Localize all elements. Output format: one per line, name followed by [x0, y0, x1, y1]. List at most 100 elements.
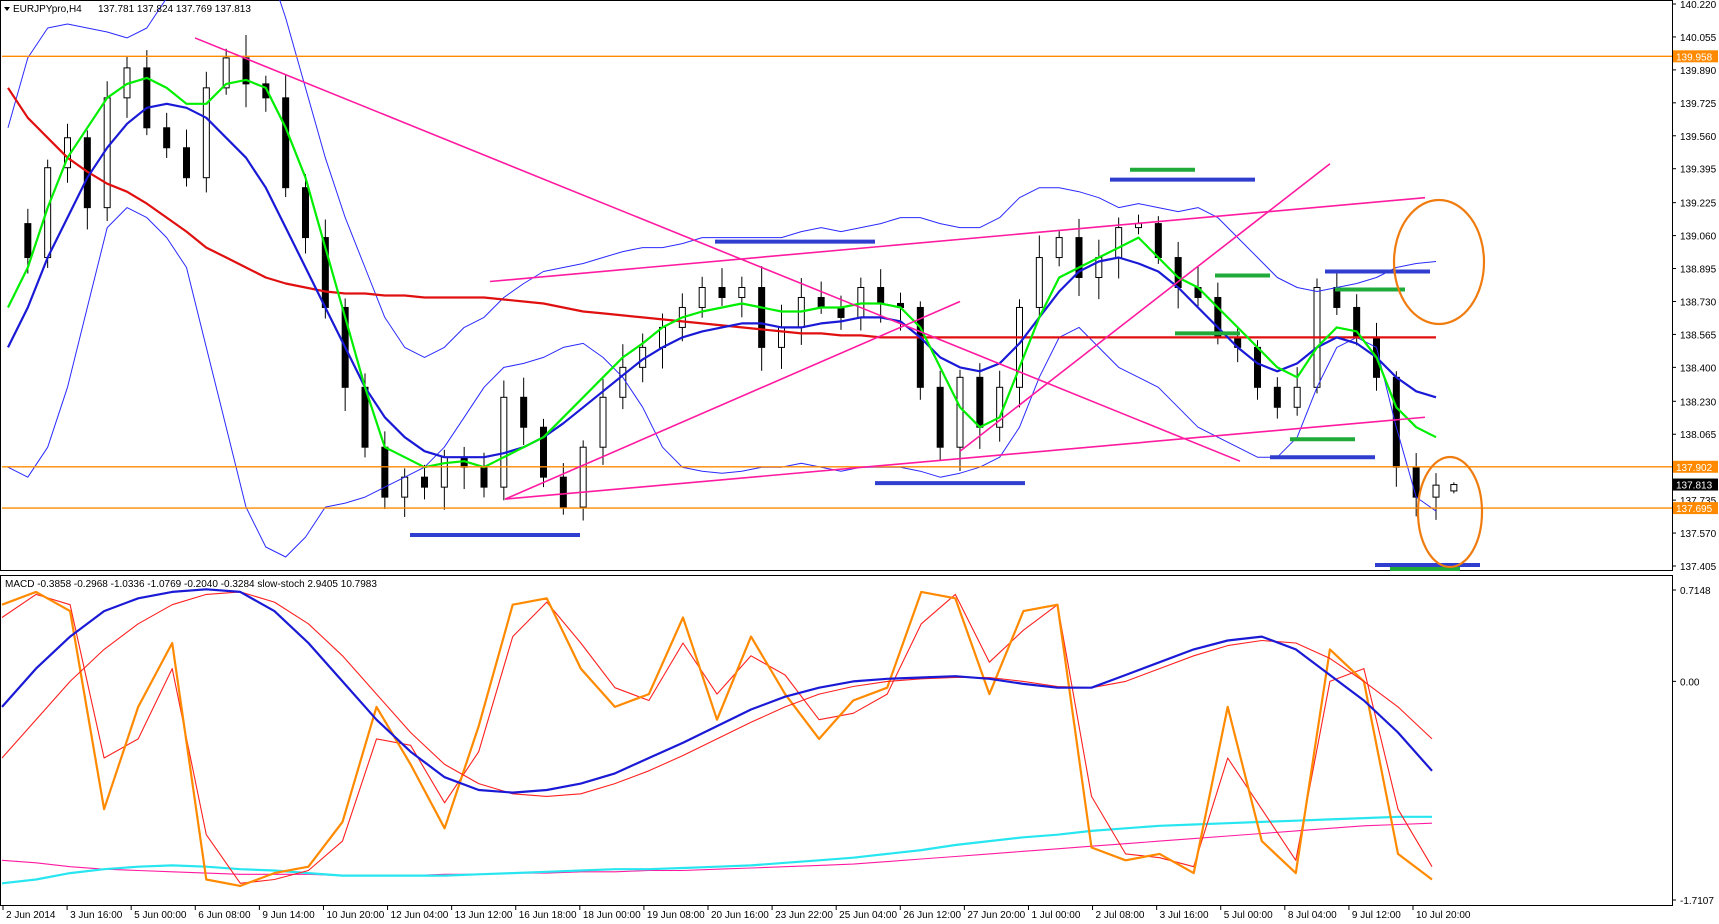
time-tick-label: 10 Jun 20:00	[326, 910, 384, 921]
indicator-panel-frame	[0, 575, 1673, 906]
price-tick-label: 140.055	[1680, 33, 1717, 44]
level-tag	[1673, 502, 1718, 515]
price-tick-label: 140.220	[1680, 0, 1717, 11]
candle-body	[1412, 466, 1420, 498]
time-tick-label: 19 Jun 08:00	[647, 910, 705, 921]
indicator-series-line	[1, 588, 1433, 794]
candle-body	[183, 147, 190, 179]
time-tick-label: 5 Jun 00:00	[134, 910, 187, 921]
indicator-header: MACD -0.3858 -0.2968 -1.0336 -1.0769 -0.…	[5, 579, 377, 590]
time-tick-label: 13 Jun 12:00	[455, 910, 513, 921]
candle-body	[480, 466, 488, 488]
candle-body	[758, 286, 766, 348]
price-tick-label: 139.060	[1680, 232, 1717, 243]
candle-body	[559, 476, 567, 508]
candle-body	[401, 476, 409, 498]
time-tick-label: 23 Jun 22:00	[775, 910, 833, 921]
time-tick-label: 2 Jul 08:00	[1096, 910, 1145, 921]
candle-body	[302, 187, 309, 239]
candle-body	[1254, 346, 1261, 388]
candle-body	[619, 366, 627, 398]
candle-body	[222, 57, 230, 89]
highlight-circle	[1416, 455, 1484, 569]
price-tick-label: 139.225	[1680, 199, 1717, 210]
ema-slow-line	[7, 87, 1436, 339]
trendline-down	[194, 37, 1241, 462]
level-tag	[1673, 460, 1718, 473]
time-tick-label: 9 Jun 14:00	[262, 910, 315, 921]
candle-body	[1035, 257, 1043, 308]
candle-body	[936, 386, 944, 448]
bollinger-upper-line	[7, 0, 1437, 358]
ema-fast-line	[7, 76, 1437, 469]
candle-body	[163, 127, 171, 149]
candle-body	[24, 223, 32, 259]
candle-body	[1273, 386, 1281, 408]
price-axis: 140.220 140.055 139.890 139.725 139.560 139.3…	[1672, 0, 1718, 573]
time-tick-label: 5 Jul 00:00	[1224, 910, 1273, 921]
price-tick-label: 137.570	[1680, 529, 1717, 540]
price-series-layer	[2, 0, 1672, 571]
candle-body	[1075, 237, 1083, 279]
candle-body	[698, 286, 706, 308]
candle-body	[579, 446, 587, 508]
level-tag	[1673, 50, 1718, 63]
candle-body	[599, 396, 607, 448]
candle-body	[282, 97, 290, 189]
time-tick-label: 27 Jun 20:00	[967, 910, 1025, 921]
trendline-up-short	[504, 300, 961, 500]
candle-body	[1450, 484, 1458, 492]
symbol-dropdown-icon[interactable]	[4, 7, 10, 11]
indicator-axis: 0.7148 0.00 -1.7107	[1672, 586, 1714, 907]
price-tick-label: 138.565	[1680, 330, 1717, 341]
time-tick-label: 3 Jul 16:00	[1160, 910, 1209, 921]
candle-body	[202, 87, 210, 179]
time-tick-label: 6 Jun 08:00	[198, 910, 251, 921]
price-tick-label: 138.065	[1680, 430, 1717, 441]
indicator-series-line	[1, 815, 1432, 885]
time-axis: 2 Jun 2014 3 Jun 16:00 5 Jun 00:00 6 Jun 08…	[2, 906, 1471, 921]
candle-body	[1115, 227, 1123, 259]
candle-body	[877, 286, 885, 304]
price-panel-frame	[0, 0, 1673, 571]
candle-body	[440, 456, 448, 488]
indicator-series-line	[1, 822, 1433, 877]
indicator-series-line	[1, 590, 1433, 888]
time-tick-label: 8 Jul 04:00	[1288, 910, 1337, 921]
price-tick-label: 138.895	[1680, 265, 1717, 276]
bollinger-lower-line	[7, 207, 1437, 558]
price-tick-label: 137.735	[1680, 496, 1717, 507]
price-tick-label: 138.230	[1680, 397, 1717, 408]
time-tick-label: 9 Jul 12:00	[1352, 910, 1401, 921]
candle-body	[916, 306, 924, 388]
indicator-tick-label: 0.00	[1680, 677, 1700, 688]
current-price-tag	[1673, 478, 1718, 491]
candle-body	[421, 476, 428, 488]
level-tag-label: 139.958	[1676, 52, 1713, 63]
candle-body	[1293, 386, 1301, 408]
candle-body	[1055, 237, 1063, 259]
time-tick-label: 18 Jun 00:00	[583, 910, 641, 921]
candle-body	[976, 376, 984, 428]
highlight-circle	[1392, 198, 1486, 326]
ohlc-label: 137.781 137.824 137.769 137.813	[98, 4, 251, 15]
indicator-tick-label: -1.7107	[1680, 896, 1714, 907]
candle-body	[718, 286, 726, 298]
price-tick-label: 139.395	[1680, 165, 1717, 176]
level-tag-label: 137.695	[1676, 504, 1713, 515]
candle-body	[817, 296, 825, 308]
candle-body	[540, 426, 547, 478]
price-tick-label: 138.730	[1680, 297, 1717, 308]
symbol-label: EURJPYpro,H4	[13, 4, 82, 15]
time-tick-label: 1 Jul 00:00	[1031, 910, 1080, 921]
indicator-series-layer	[1, 588, 1433, 888]
time-tick-label: 10 Jul 20:00	[1416, 910, 1471, 921]
time-tick-label: 2 Jun 2014	[6, 910, 56, 921]
trendline-up-steep	[959, 163, 1331, 452]
candle-body	[262, 83, 270, 99]
time-tick-label: 16 Jun 18:00	[519, 910, 577, 921]
candle-body	[381, 446, 389, 498]
level-tag-label: 137.902	[1676, 463, 1713, 474]
candle-body	[837, 306, 845, 318]
